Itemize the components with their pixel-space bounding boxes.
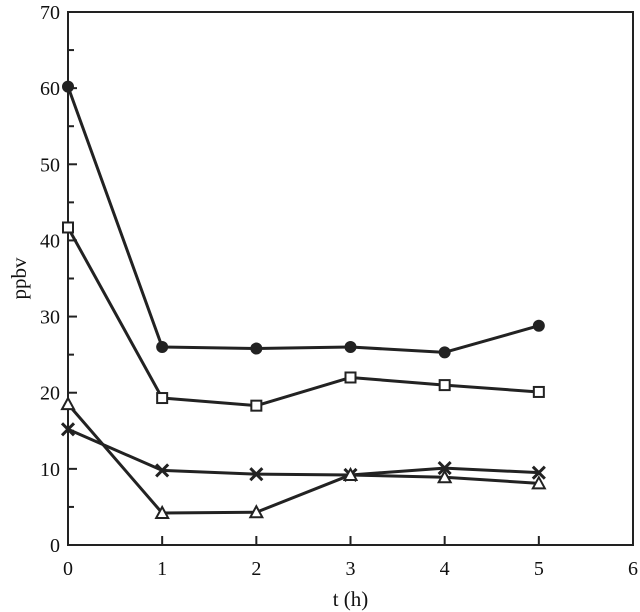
data-point	[249, 467, 264, 482]
data-point	[62, 221, 74, 234]
x-tick-label: 2	[251, 558, 261, 580]
y-tick-label: 30	[40, 307, 60, 329]
x-tick-label: 6	[628, 558, 638, 580]
data-point	[62, 80, 74, 93]
y-tick-label: 20	[40, 383, 60, 405]
y-tick-label: 70	[40, 2, 60, 24]
y-tick-label: 10	[40, 459, 60, 481]
data-point	[156, 341, 169, 354]
y-tick-label: 0	[50, 535, 60, 557]
data-point	[250, 399, 263, 412]
y-tick-label: 40	[40, 230, 60, 252]
series-2	[62, 221, 545, 412]
data-point	[438, 379, 451, 392]
series-line	[66, 226, 539, 408]
series-3	[60, 422, 546, 483]
series-line	[66, 86, 540, 354]
data-point	[436, 469, 453, 484]
data-point	[342, 466, 359, 481]
series-1	[62, 80, 545, 359]
data-point	[154, 504, 170, 520]
data-point	[344, 371, 357, 384]
series-layer	[60, 80, 547, 520]
data-point	[156, 392, 169, 405]
data-point	[531, 465, 546, 480]
x-tick-label: 5	[534, 558, 544, 580]
series-line	[66, 403, 539, 515]
x-axis-label: t (h)	[333, 587, 369, 611]
data-point	[531, 475, 547, 490]
data-point	[155, 463, 170, 478]
data-point	[60, 396, 76, 411]
y-axis-label: ppbv	[7, 257, 31, 300]
x-tick-label: 0	[63, 558, 73, 580]
data-point	[532, 385, 545, 398]
data-point	[438, 346, 451, 359]
data-point	[248, 504, 265, 519]
data-point	[532, 319, 545, 332]
x-tick-label: 3	[346, 558, 356, 580]
series-4	[60, 396, 547, 520]
data-point	[250, 342, 263, 355]
data-point	[60, 422, 76, 437]
series-line	[67, 427, 539, 477]
x-tick-label: 4	[440, 558, 450, 580]
x-tick-label: 1	[157, 558, 167, 580]
data-point	[344, 341, 357, 354]
y-tick-label: 60	[40, 78, 60, 100]
y-tick-label: 50	[40, 154, 60, 176]
data-point	[437, 461, 452, 476]
